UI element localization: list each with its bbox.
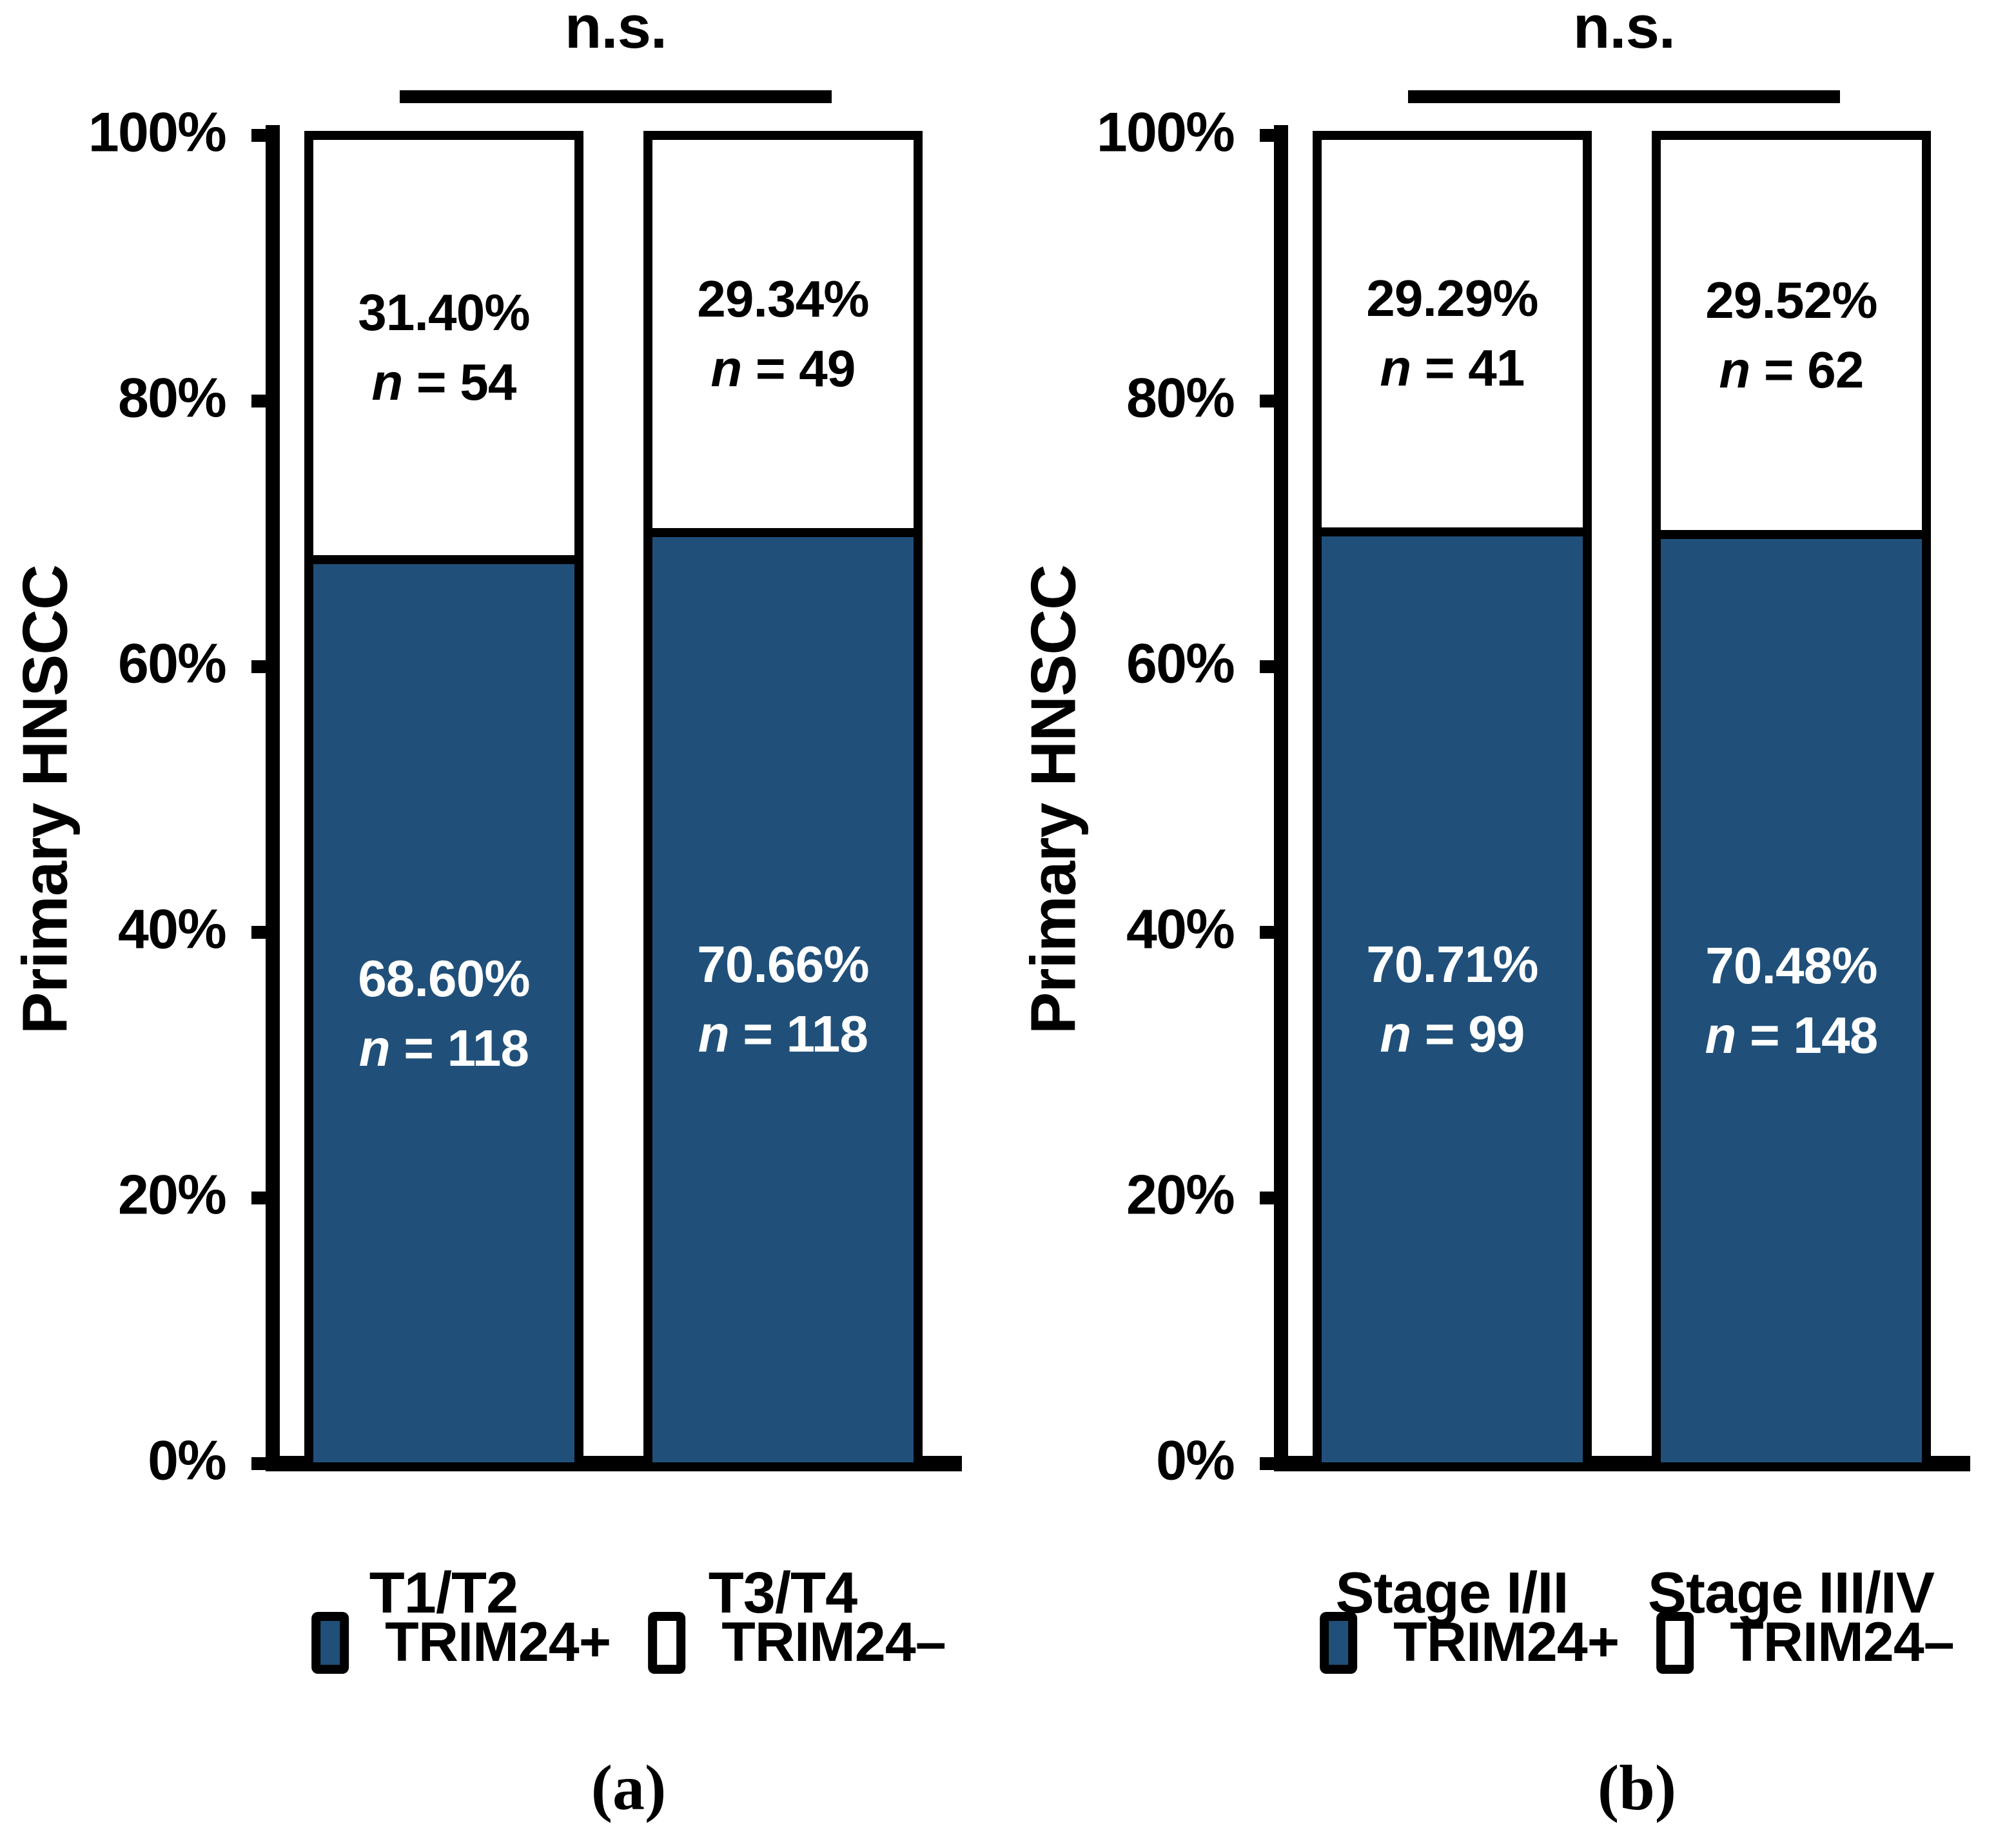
panel-a: n.s. Primary HNSCC 100% 80% 60% 40% 20% … [10, 0, 962, 1823]
segment-percent: 70.71% [1366, 935, 1538, 993]
segment-count: n = 118 [358, 1019, 529, 1077]
y-tick-mark [1260, 660, 1275, 673]
y-tick-mark [1260, 926, 1275, 939]
legend-marker-trim24-positive-icon [1320, 1611, 1358, 1674]
legend-marker-trim24-negative-icon [1656, 1611, 1694, 1674]
panel-letter: (b) [1597, 1752, 1677, 1823]
segment-trim24-negative: 31.40% n = 54 [313, 140, 574, 555]
y-tick-label-100: 100% [1096, 101, 1235, 164]
panel-letter: (a) [591, 1752, 667, 1823]
legend-item-trim24-negative: TRIM24– [1656, 1611, 1955, 1674]
significance-bracket-line [1408, 90, 1840, 103]
segment-percent: 29.29% [1366, 270, 1538, 328]
segment-label: 70.66% n = 118 [697, 930, 869, 1069]
segment-percent: 29.52% [1705, 271, 1877, 329]
segment-label: 70.71% n = 99 [1366, 930, 1538, 1069]
segment-count: n = 99 [1380, 1005, 1525, 1063]
y-tick-mark [251, 1457, 267, 1470]
legend-marker-trim24-negative-icon [648, 1611, 686, 1674]
y-tick-label-40: 40% [1126, 898, 1235, 961]
segment-percent: 31.40% [358, 284, 530, 341]
y-axis-line [1274, 125, 1288, 1471]
bar-stage-i-ii: 29.29% n = 41 70.71% n = 99 [1313, 131, 1592, 1471]
legend-item-trim24-positive: TRIM24+ [311, 1611, 611, 1674]
significance-label: n.s. [1572, 0, 1676, 61]
segment-trim24-negative: 29.29% n = 41 [1322, 140, 1583, 527]
legend-marker-trim24-positive-icon [311, 1611, 349, 1674]
legend-label: TRIM24– [721, 1611, 946, 1673]
segment-label: 29.29% n = 41 [1366, 264, 1538, 403]
bar-t3t4: 29.34% n = 49 70.66% n = 118 [643, 131, 923, 1471]
segment-count: n = 62 [1719, 340, 1864, 398]
segment-trim24-positive: 70.71% n = 99 [1322, 527, 1583, 1462]
segment-label: 29.34% n = 49 [697, 264, 869, 404]
y-tick-label-80: 80% [1126, 367, 1235, 429]
segment-percent: 70.66% [697, 936, 869, 994]
segment-percent: 70.48% [1705, 937, 1877, 995]
y-axis-line [266, 125, 280, 1471]
segment-count: n = 41 [1380, 339, 1525, 397]
segment-percent: 29.34% [697, 270, 869, 328]
y-tick-mark [251, 395, 267, 407]
significance-label: n.s. [564, 0, 667, 61]
y-tick-label-80: 80% [118, 367, 227, 429]
segment-count: n = 148 [1705, 1006, 1879, 1065]
bar-stage-iii-iv: 29.52% n = 62 70.48% n = 148 [1652, 131, 1931, 1471]
y-tick-label-0: 0% [148, 1429, 227, 1492]
x-category-label: T1/T2 [369, 1561, 518, 1625]
segment-trim24-positive: 68.60% n = 118 [313, 555, 574, 1462]
y-tick-label-60: 60% [1126, 633, 1235, 695]
legend: TRIM24+ TRIM24– [1320, 1611, 1955, 1674]
legend-label: TRIM24– [1730, 1611, 1954, 1673]
y-tick-label-20: 20% [118, 1164, 227, 1226]
panel-b: n.s. Primary HNSCC 100% 80% 60% 40% 20% … [1008, 0, 2016, 1835]
legend: TRIM24+ TRIM24– [311, 1611, 946, 1674]
y-tick-label-100: 100% [88, 101, 227, 164]
bar-t1t2: 31.40% n = 54 68.60% n = 118 [304, 131, 583, 1471]
segment-count: n = 49 [710, 339, 856, 397]
y-tick-mark [251, 660, 267, 673]
y-tick-label-60: 60% [118, 633, 227, 695]
segment-label: 29.52% n = 62 [1705, 266, 1877, 405]
y-tick-mark [1260, 129, 1275, 142]
segment-trim24-positive: 70.66% n = 118 [652, 527, 914, 1462]
segment-percent: 68.60% [358, 949, 530, 1007]
y-tick-label-40: 40% [118, 898, 227, 961]
y-tick-label-0: 0% [1156, 1429, 1235, 1492]
segment-trim24-negative: 29.34% n = 49 [652, 140, 914, 528]
y-tick-mark [1260, 395, 1275, 407]
legend-item-trim24-negative: TRIM24– [648, 1611, 946, 1674]
legend-item-trim24-positive: TRIM24+ [1320, 1611, 1620, 1674]
significance-bracket-line [400, 90, 832, 103]
segment-count: n = 54 [371, 353, 516, 411]
y-tick-mark [1260, 1192, 1275, 1204]
segment-label: 31.40% n = 54 [358, 278, 530, 417]
y-tick-mark [251, 926, 267, 939]
y-tick-mark [251, 1192, 267, 1204]
segment-count: n = 118 [698, 1005, 868, 1063]
y-tick-label-20: 20% [1126, 1164, 1235, 1226]
segment-label: 70.48% n = 148 [1705, 931, 1879, 1070]
y-tick-mark [251, 129, 267, 142]
legend-label: TRIM24+ [1393, 1611, 1620, 1673]
x-category-label: T3/T4 [708, 1561, 857, 1625]
x-category-label: Stage I/II [1335, 1561, 1569, 1625]
x-category-label: Stage III/IV [1647, 1561, 1935, 1625]
segment-label: 68.60% n = 118 [358, 944, 530, 1083]
legend-label: TRIM24+ [385, 1611, 611, 1673]
segment-trim24-negative: 29.52% n = 62 [1661, 140, 1922, 530]
y-tick-mark [1260, 1457, 1275, 1470]
segment-trim24-positive: 70.48% n = 148 [1661, 530, 1922, 1462]
